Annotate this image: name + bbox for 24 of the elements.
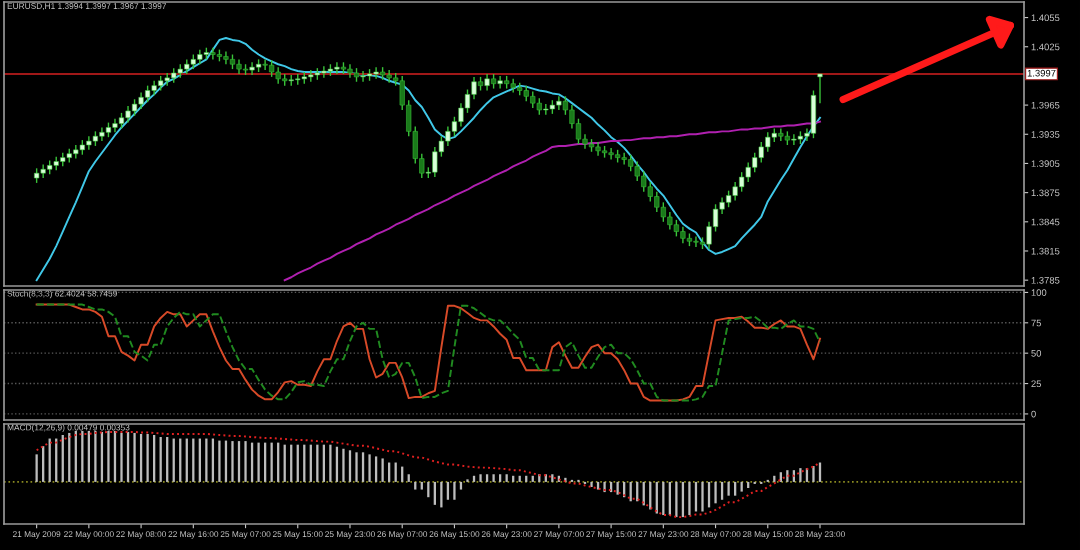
candlestick xyxy=(621,152,627,166)
candlestick xyxy=(40,163,46,179)
candlestick xyxy=(262,58,268,71)
candlestick xyxy=(73,144,79,160)
candlestick xyxy=(556,95,562,111)
candlestick xyxy=(778,127,784,142)
candlestick xyxy=(321,65,327,79)
candlestick xyxy=(308,69,314,83)
candlestick xyxy=(693,235,699,248)
candlestick xyxy=(641,170,647,193)
line-series xyxy=(35,303,821,402)
candlestick xyxy=(543,103,549,116)
candlestick xyxy=(497,75,503,90)
candlestick xyxy=(210,47,216,61)
candlestick xyxy=(360,70,366,83)
candlestick xyxy=(595,141,601,157)
candlestick xyxy=(236,58,242,75)
candlestick xyxy=(334,61,340,75)
candlestick xyxy=(373,66,379,80)
candlestick xyxy=(608,147,614,161)
candlestick xyxy=(249,61,255,76)
candlestick xyxy=(791,133,797,146)
candlestick xyxy=(99,126,105,142)
line-series xyxy=(35,37,821,282)
